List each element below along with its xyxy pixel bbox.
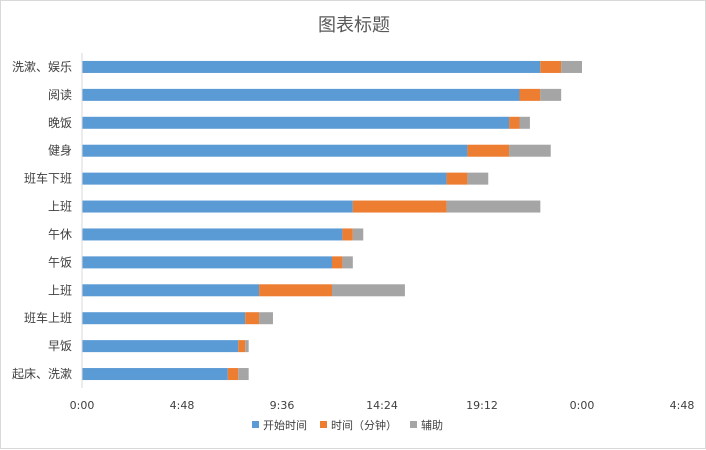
bar-segment-1-row-7 <box>82 200 353 213</box>
bar-segment-3-row-2 <box>245 340 249 353</box>
bar-segment-2-row-6 <box>342 228 353 241</box>
legend-label: 辅助 <box>421 418 443 432</box>
x-tick-label: 4:48 <box>170 399 195 412</box>
category-label: 健身 <box>48 143 72 158</box>
bar-segment-3-row-1 <box>238 368 249 381</box>
bars-group <box>82 60 582 381</box>
bar-segment-3-row-6 <box>352 228 364 241</box>
category-label: 洗漱、娱乐 <box>12 60 72 74</box>
bar-segment-3-row-11 <box>540 88 562 101</box>
bar-segment-2-row-11 <box>519 88 541 101</box>
bar-segment-2-row-10 <box>509 116 520 129</box>
category-label: 班车上班 <box>24 310 72 325</box>
bar-segment-3-row-7 <box>446 200 541 213</box>
bar-segment-1-row-11 <box>82 88 520 101</box>
bar-segment-2-row-7 <box>352 200 447 213</box>
bar-segment-3-row-10 <box>519 116 530 129</box>
category-label: 午饭 <box>48 255 72 269</box>
bar-segment-1-row-4 <box>82 284 260 297</box>
x-tick-label: 0:00 <box>70 399 95 412</box>
bar-segment-1-row-8 <box>82 172 447 185</box>
bar-segment-3-row-4 <box>332 284 405 297</box>
bar-segment-3-row-12 <box>561 60 582 73</box>
x-tick-label: 9:36 <box>270 399 295 412</box>
legend-label: 时间（分钟） <box>331 418 397 432</box>
legend-label: 开始时间 <box>263 418 307 432</box>
bar-segment-2-row-2 <box>238 340 246 353</box>
bar-segment-2-row-8 <box>446 172 468 185</box>
bar-segment-3-row-9 <box>509 144 551 157</box>
chart-title: 图表标题 <box>318 15 390 36</box>
category-label: 上班 <box>48 200 72 214</box>
bar-segment-2-row-4 <box>259 284 332 297</box>
category-label: 晚饭 <box>48 116 72 130</box>
bar-segment-2-row-1 <box>227 368 239 381</box>
bar-segment-3-row-5 <box>342 256 353 269</box>
category-label: 阅读 <box>48 88 72 102</box>
x-tick-label: 14:24 <box>366 399 398 412</box>
bar-segment-1-row-12 <box>82 60 541 73</box>
bar-segment-1-row-6 <box>82 228 343 241</box>
bar-segment-2-row-5 <box>332 256 343 269</box>
x-tick-label: 4:48 <box>670 399 695 412</box>
bar-segment-1-row-10 <box>82 116 510 129</box>
bar-segment-1-row-5 <box>82 256 332 269</box>
bar-segment-2-row-12 <box>540 60 562 73</box>
bar-segment-1-row-1 <box>82 368 228 381</box>
legend-swatch <box>252 421 259 428</box>
bar-segment-1-row-9 <box>82 144 468 157</box>
bar-segment-3-row-3 <box>259 312 273 325</box>
legend: 开始时间 时间（分钟） 辅助 <box>252 418 443 432</box>
legend-swatch <box>410 421 417 428</box>
category-label: 上班 <box>48 283 72 297</box>
bar-segment-2-row-9 <box>467 144 510 157</box>
x-tick-label: 19:12 <box>466 399 498 412</box>
bar-segment-2-row-3 <box>245 312 260 325</box>
bar-segment-3-row-8 <box>467 172 489 185</box>
category-label: 早饭 <box>48 339 72 353</box>
bar-segment-1-row-3 <box>82 312 246 325</box>
x-axis-tick-labels: 0:00 4:48 9:36 14:24 19:12 0:00 4:48 <box>70 399 695 412</box>
category-label: 班车下班 <box>24 171 72 186</box>
category-label: 午休 <box>48 227 72 241</box>
x-tick-label: 0:00 <box>570 399 595 412</box>
bar-segment-1-row-2 <box>82 340 239 353</box>
legend-swatch <box>320 421 327 428</box>
category-label: 起床、洗漱 <box>12 367 72 381</box>
